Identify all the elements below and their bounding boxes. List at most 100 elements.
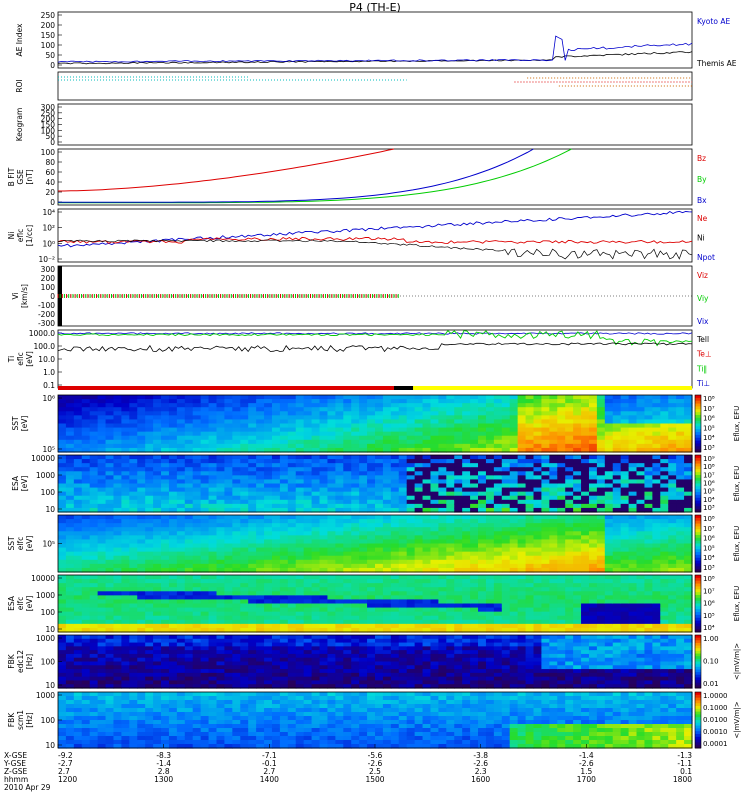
spectrogram-cell <box>375 563 384 569</box>
spectrogram-cell <box>287 443 297 449</box>
spectrogram-cell <box>438 503 447 509</box>
spectrogram-cell <box>137 395 146 400</box>
spectrogram-cell <box>636 523 646 528</box>
spectrogram-cell <box>240 495 249 501</box>
spectrogram-cell <box>295 487 305 493</box>
spectrogram-cell <box>470 431 479 437</box>
spectrogram-cell <box>113 599 122 605</box>
spectrogram-cell <box>295 499 305 505</box>
spectrogram-cell <box>485 523 495 528</box>
spectrogram-cell <box>438 515 447 520</box>
spectrogram-cell <box>105 527 115 532</box>
spectrogram-cell <box>105 535 115 541</box>
spectrogram-cell <box>351 471 360 476</box>
spectrogram-cell <box>359 551 368 557</box>
spectrogram-cell <box>240 407 249 412</box>
spectrogram-cell <box>596 579 606 584</box>
colorbar-cell <box>695 600 701 604</box>
spectrogram-cell <box>343 531 352 536</box>
spectrogram-cell <box>168 559 178 565</box>
spectrogram-cell <box>161 676 170 682</box>
spectrogram-cell <box>137 672 146 678</box>
spectrogram-cell <box>192 519 202 524</box>
spectrogram-cell <box>684 595 693 601</box>
spectrogram-cell <box>81 587 91 592</box>
spectrogram-cell <box>81 483 91 489</box>
spectrogram-cell <box>279 431 289 437</box>
spectrogram-cell <box>73 595 83 601</box>
spectrogram-cell <box>359 411 368 416</box>
spectrogram-cell <box>176 439 186 445</box>
spectrogram-cell <box>501 555 511 561</box>
spectrogram-cell <box>271 579 281 584</box>
spectrogram-cell <box>644 507 653 513</box>
spectrogram-cell <box>295 543 305 549</box>
spectrogram-cell <box>264 471 273 476</box>
spectrogram-cell <box>398 555 408 561</box>
spectrogram-cell <box>398 495 408 501</box>
spectrogram-cell <box>485 507 495 513</box>
spectrogram-cell <box>573 543 582 549</box>
spectrogram-cell <box>248 515 257 520</box>
spectrogram-cell <box>105 491 115 497</box>
spectrogram-cell <box>367 535 376 541</box>
spectrogram-cell <box>676 599 685 605</box>
spectrogram-cell <box>295 535 305 541</box>
spectrogram-cell <box>509 615 519 621</box>
spectrogram-cell <box>565 407 574 412</box>
spectrogram-cell <box>446 507 455 513</box>
spectrogram-cell <box>295 555 305 561</box>
spectrogram-cell <box>184 471 194 476</box>
spectrogram-cell <box>216 543 226 549</box>
colorbar-tick-label: 10⁷ <box>703 525 715 533</box>
spectrogram-cell <box>192 603 202 609</box>
spectrogram-cell <box>470 551 479 557</box>
spectrogram-cell <box>398 407 408 412</box>
colorbar-cell <box>695 526 701 530</box>
spectrogram-cell <box>581 599 590 605</box>
spectrogram-cell <box>295 583 305 588</box>
spectrogram-cell <box>168 619 178 625</box>
spectrogram-cell <box>287 579 297 584</box>
spectrogram-cell <box>422 535 432 541</box>
spectrogram-cell <box>462 619 471 625</box>
spectrogram-cell <box>319 439 329 445</box>
spectrogram-cell <box>541 615 550 621</box>
spectrogram-cell <box>89 680 99 685</box>
spectrogram-cell <box>240 591 249 596</box>
spectrogram-cell <box>335 423 344 429</box>
spectrogram-cell <box>81 439 91 445</box>
spectrogram-cell <box>58 455 67 460</box>
spectrogram-cell <box>137 423 146 429</box>
spectrogram-cell <box>375 487 384 493</box>
spectrogram-cell <box>168 680 178 685</box>
colorbar-cell <box>695 575 701 579</box>
spectrogram-cell <box>533 563 543 569</box>
spectrogram-cell <box>652 615 661 621</box>
spectrogram-cell <box>644 535 653 541</box>
spectrogram-cell <box>145 519 154 524</box>
spectrogram-cell <box>73 623 83 629</box>
spectrogram-cell <box>446 411 455 416</box>
spectrogram-cell <box>375 463 384 468</box>
colorbar-cell <box>695 552 701 556</box>
spectrogram-cell <box>644 591 653 596</box>
spectrogram-cell <box>509 495 519 501</box>
spectrogram-cell <box>382 471 392 476</box>
y-tick-label: 100 <box>41 41 56 50</box>
spectrogram-cell <box>581 543 590 549</box>
spectrogram-cell <box>161 431 170 437</box>
spectrogram-cell <box>153 657 162 663</box>
spectrogram-cell <box>414 519 424 524</box>
spectrogram-cell <box>493 507 503 513</box>
spectrogram-cell <box>517 519 527 524</box>
spectrogram-cell <box>176 407 186 412</box>
spectrogram-cell <box>216 587 226 592</box>
spectrogram-cell <box>256 495 265 501</box>
spectrogram-cell <box>256 603 265 609</box>
spectrogram-cell <box>604 627 614 633</box>
spectrogram-cell <box>620 531 630 536</box>
spectrogram-cell <box>422 467 432 472</box>
spectrogram-cell <box>430 551 439 557</box>
spectrogram-cell <box>398 567 408 573</box>
